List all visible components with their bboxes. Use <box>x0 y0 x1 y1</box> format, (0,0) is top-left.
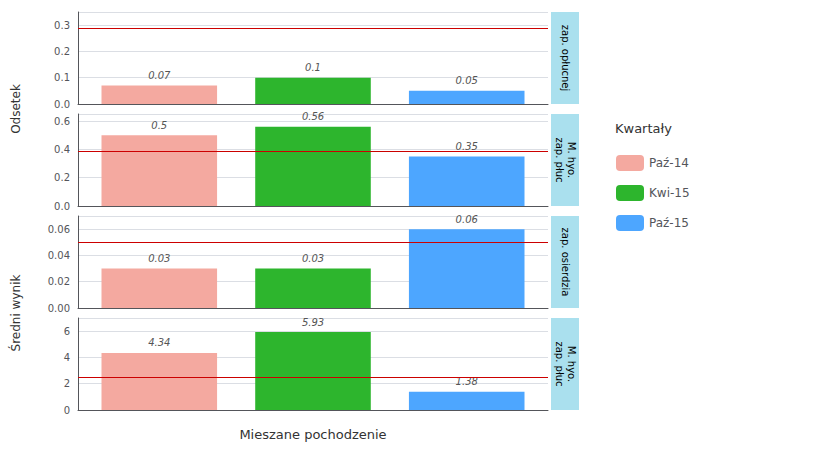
svg-text:0.03: 0.03 <box>148 253 170 264</box>
svg-text:0.06: 0.06 <box>456 214 478 225</box>
svg-text:Mieszane pochodzenie: Mieszane pochodzenie <box>239 427 386 442</box>
svg-text:zap. opłucnej: zap. opłucnej <box>560 25 571 92</box>
svg-text:zap. osierdzia: zap. osierdzia <box>560 228 571 297</box>
svg-text:Kwartały: Kwartały <box>615 121 672 136</box>
svg-text:0.4: 0.4 <box>54 144 70 155</box>
svg-text:0.00: 0.00 <box>48 303 70 314</box>
svg-text:Kwi-15: Kwi-15 <box>649 186 690 200</box>
svg-text:0.6: 0.6 <box>54 116 70 127</box>
svg-text:0.5: 0.5 <box>151 120 167 131</box>
svg-text:0.05: 0.05 <box>456 75 478 86</box>
svg-text:0.2: 0.2 <box>54 46 70 57</box>
svg-text:5.93: 5.93 <box>302 317 324 328</box>
svg-text:zap. płuc: zap. płuc <box>554 137 565 182</box>
svg-text:6: 6 <box>64 326 70 337</box>
svg-text:Paź-14: Paź-14 <box>649 156 689 170</box>
svg-text:0.03: 0.03 <box>302 253 324 264</box>
svg-text:M. hyo.: M. hyo. <box>566 142 577 178</box>
svg-text:Paź-15: Paź-15 <box>649 216 689 230</box>
svg-text:zap. płuc: zap. płuc <box>554 341 565 386</box>
svg-text:0.1: 0.1 <box>54 72 70 83</box>
svg-text:Odsetek: Odsetek <box>9 84 23 134</box>
svg-text:0.0: 0.0 <box>54 99 70 110</box>
svg-text:M. hyo.: M. hyo. <box>566 346 577 382</box>
svg-text:0.02: 0.02 <box>48 276 70 287</box>
svg-text:0: 0 <box>64 405 70 416</box>
svg-text:0.06: 0.06 <box>48 224 70 235</box>
svg-text:Średni wynik: Średni wynik <box>8 275 23 352</box>
svg-text:0.3: 0.3 <box>54 20 70 31</box>
svg-text:4.34: 4.34 <box>148 337 170 348</box>
svg-text:0.2: 0.2 <box>54 172 70 183</box>
svg-text:0.35: 0.35 <box>456 141 478 152</box>
svg-text:0.07: 0.07 <box>148 70 171 81</box>
svg-text:1.38: 1.38 <box>455 376 478 388</box>
svg-text:2: 2 <box>64 378 70 389</box>
svg-text:4: 4 <box>64 352 70 363</box>
svg-text:0.1: 0.1 <box>305 62 321 73</box>
svg-text:0.04: 0.04 <box>48 250 70 261</box>
svg-text:0.56: 0.56 <box>302 111 324 122</box>
svg-text:0.0: 0.0 <box>54 201 70 212</box>
